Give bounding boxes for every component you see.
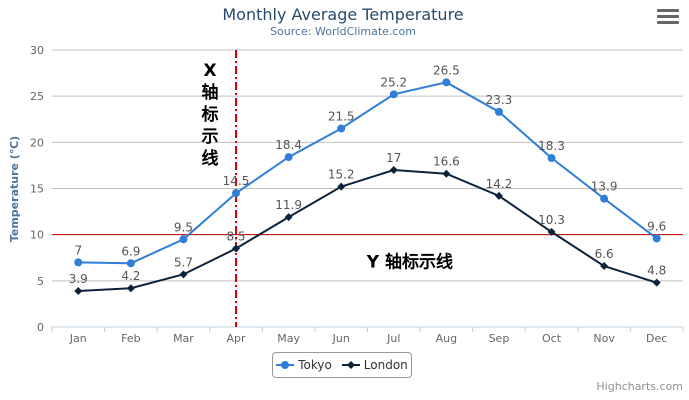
data-point-tokyo xyxy=(652,234,661,243)
data-label-tokyo: 9.6 xyxy=(647,219,666,233)
data-point-london xyxy=(442,169,451,178)
x-tick-label: Sep xyxy=(489,332,510,345)
series-line-tokyo xyxy=(78,81,658,265)
data-label-tokyo: 18.4 xyxy=(275,138,302,152)
data-point-tokyo xyxy=(600,194,609,203)
data-label-tokyo: 7 xyxy=(74,243,82,257)
x-tick-label: Oct xyxy=(542,332,562,345)
legend-label-tokyo: Tokyo xyxy=(298,358,332,372)
y-plot-line-label: Y 轴标示线 xyxy=(366,252,453,273)
data-point-tokyo xyxy=(284,153,293,162)
chart-subtitle: Source: WorldClimate.com xyxy=(270,25,416,38)
data-point-london xyxy=(600,262,609,271)
chart-title: Monthly Average Temperature xyxy=(222,5,463,24)
y-tick-label: 0 xyxy=(37,321,44,334)
data-label-tokyo: 25.2 xyxy=(380,75,407,89)
data-point-london xyxy=(389,166,398,175)
data-point-tokyo xyxy=(442,78,451,87)
data-point-tokyo xyxy=(74,258,83,267)
data-point-london xyxy=(547,227,556,236)
x-tick-label: Apr xyxy=(227,332,247,345)
x-plot-line-label: X 轴标示线 xyxy=(202,61,219,169)
data-label-tokyo: 23.3 xyxy=(486,93,513,107)
x-axis: Jan Feb Mar Apr May Jun Jul Aug Sep Oct Nov Dec xyxy=(51,326,684,345)
data-label-tokyo: 21.5 xyxy=(328,109,355,123)
x-tick-label: Nov xyxy=(593,332,615,345)
data-label-tokyo: 26.5 xyxy=(433,63,460,77)
legend-marker-london xyxy=(341,361,360,369)
data-point-london xyxy=(179,270,188,279)
data-label-london: 3.9 xyxy=(69,272,88,286)
x-tick-label: Jun xyxy=(332,332,350,345)
data-point-london xyxy=(74,286,83,295)
data-point-tokyo xyxy=(389,90,398,99)
x-tick-label: Mar xyxy=(173,332,194,345)
data-label-tokyo: 14.5 xyxy=(223,174,250,188)
legend-item-tokyo[interactable]: Tokyo xyxy=(276,358,332,372)
export-menu-icon[interactable] xyxy=(657,6,679,26)
data-point-tokyo xyxy=(126,259,135,268)
data-label-london: 11.9 xyxy=(275,198,302,212)
y-axis-title: Temperature (℃) xyxy=(8,136,21,242)
legend-item-london[interactable]: London xyxy=(341,358,408,372)
legend-label-london: London xyxy=(363,358,408,372)
y-tick-label: 5 xyxy=(37,275,44,288)
data-label-london: 10.3 xyxy=(538,213,565,227)
y-tick-label: 10 xyxy=(30,229,44,242)
data-point-tokyo xyxy=(494,107,503,116)
data-point-london xyxy=(126,284,135,293)
data-label-tokyo: 13.9 xyxy=(591,180,618,194)
data-point-tokyo xyxy=(232,189,241,198)
data-label-tokyo: 9.5 xyxy=(174,220,193,234)
x-tick-label: May xyxy=(277,332,300,345)
series xyxy=(74,78,661,295)
data-label-tokyo: 18.3 xyxy=(538,139,565,153)
data-label-london: 8.5 xyxy=(226,230,245,244)
x-tick-label: Dec xyxy=(646,332,667,345)
credits[interactable]: Highcharts.com xyxy=(596,380,683,393)
data-point-tokyo xyxy=(179,235,188,244)
x-tick-label: Feb xyxy=(121,332,140,345)
data-label-london: 14.2 xyxy=(486,177,513,191)
data-point-london xyxy=(494,191,503,200)
data-label-tokyo: 6.9 xyxy=(121,244,140,258)
data-point-tokyo xyxy=(547,154,556,163)
y-tick-label: 30 xyxy=(30,44,44,57)
data-label-london: 6.6 xyxy=(595,247,614,261)
x-tick-label: Aug xyxy=(436,332,457,345)
data-point-london xyxy=(284,213,293,222)
legend-marker-tokyo xyxy=(276,361,295,369)
data-point-tokyo xyxy=(337,124,346,133)
x-tick-label: Jan xyxy=(69,332,87,345)
data-point-london xyxy=(652,278,661,287)
grid: 0 5 10 15 20 25 30 xyxy=(30,44,683,334)
y-tick-label: 25 xyxy=(30,90,44,103)
y-tick-label: 15 xyxy=(30,183,44,196)
data-point-london xyxy=(232,244,241,253)
series-line-london xyxy=(78,169,658,292)
data-label-london: 16.6 xyxy=(433,155,460,169)
data-label-london: 15.2 xyxy=(328,168,355,182)
data-label-london: 4.2 xyxy=(121,269,140,283)
x-tick-label: Jul xyxy=(386,332,400,345)
data-point-london xyxy=(337,182,346,191)
plot-lines: X 轴标示线 Y 轴标示线 xyxy=(52,50,683,327)
y-tick-label: 20 xyxy=(30,136,44,149)
data-label-london: 4.8 xyxy=(647,264,666,278)
data-labels: 7 6.9 9.5 14.5 18.4 21.5 25.2 26.5 23.3 18.3 13.9 9… xyxy=(69,63,667,286)
data-label-london: 5.7 xyxy=(174,255,193,269)
legend: Tokyo London xyxy=(272,352,412,378)
data-label-london: 17 xyxy=(386,151,401,165)
